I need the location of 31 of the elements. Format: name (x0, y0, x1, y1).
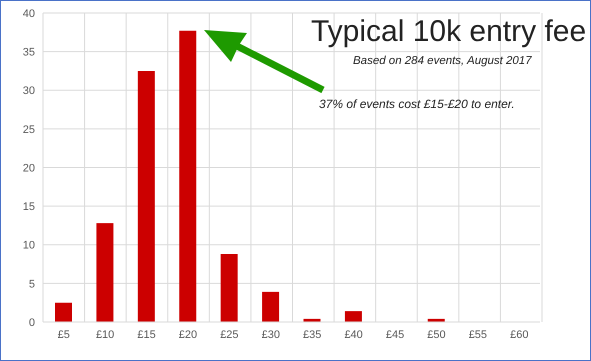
x-tick-label: £15 (137, 328, 156, 341)
x-tick-label: £20 (178, 328, 198, 341)
x-tick-label: £40 (344, 328, 363, 341)
y-tick-label: 20 (22, 162, 35, 174)
bar (179, 30, 196, 322)
y-tick-label: 30 (22, 85, 35, 98)
bar (138, 70, 155, 322)
x-tick-label: £25 (220, 328, 239, 341)
x-tick-label: £5 (58, 328, 70, 341)
bar (262, 292, 280, 322)
x-tick-label: £45 (386, 328, 404, 341)
y-tick-label: 10 (22, 240, 35, 252)
x-tick-label: £50 (427, 328, 446, 341)
x-tick-label: £10 (96, 328, 114, 341)
chart-title: Typical 10k entry fee (311, 15, 586, 49)
x-tick-label: £30 (262, 328, 280, 341)
text: Based on 284 events, August 2017 (353, 55, 532, 67)
x-tick-label: £60 (510, 328, 528, 341)
y-tick-label: 35 (22, 46, 35, 59)
bar (344, 311, 362, 322)
y-tick-label: 25 (22, 124, 35, 136)
bar (220, 254, 238, 322)
bar (55, 302, 72, 322)
y-tick-label: 0 (28, 316, 35, 329)
bar (96, 223, 114, 322)
y-tick-label: 5 (28, 278, 35, 290)
x-tick-label: £35 (303, 328, 322, 341)
x-tick-label: £55 (468, 328, 488, 341)
y-tick-label: 40 (22, 8, 35, 20)
annotation: 37% of events cost £15-£20 to enter. (319, 97, 515, 111)
y-tick-label: 15 (22, 201, 35, 214)
